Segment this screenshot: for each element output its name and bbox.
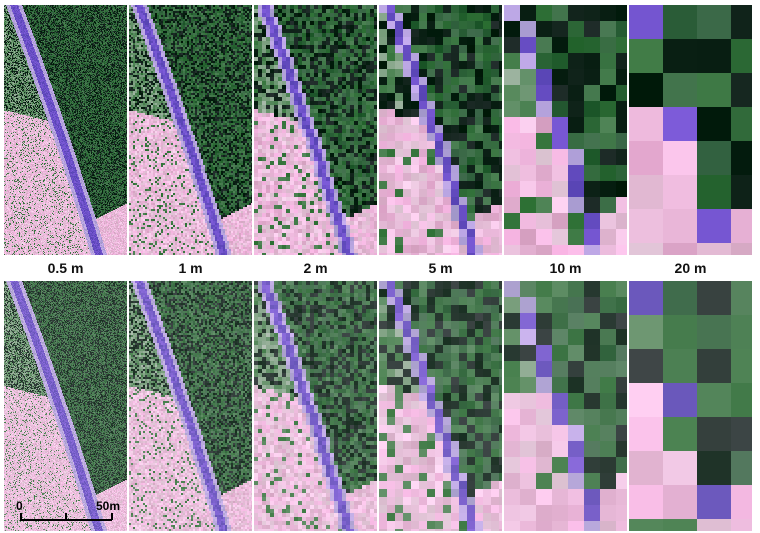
resolution-label-1m: 1 m xyxy=(178,260,203,276)
image-tile-bottom-5m xyxy=(379,281,502,531)
resolution-label-2m: 2 m xyxy=(303,260,328,276)
scale-bar-end-label: 50m xyxy=(96,499,121,513)
image-canvas xyxy=(504,281,627,531)
image-canvas xyxy=(4,5,127,255)
image-tile-top-0-5m xyxy=(4,5,127,255)
scale-bar-tick-mid xyxy=(65,513,67,520)
image-tile-top-20m xyxy=(629,5,752,255)
image-canvas xyxy=(4,281,127,531)
image-canvas xyxy=(129,5,252,255)
image-tile-top-5m xyxy=(379,5,502,255)
image-canvas xyxy=(504,5,627,255)
image-canvas xyxy=(629,281,752,531)
image-canvas xyxy=(254,5,377,255)
image-canvas xyxy=(254,281,377,531)
scale-bar-start-label: 0 xyxy=(16,499,23,513)
resolution-label-5m: 5 m xyxy=(428,260,453,276)
image-tile-top-10m xyxy=(504,5,627,255)
resolution-label-0-5m: 0.5 m xyxy=(47,260,84,276)
scale-bar-tick-start xyxy=(20,513,22,520)
image-tile-bottom-1m xyxy=(129,281,252,531)
image-tile-bottom-0-5m xyxy=(4,281,127,531)
resolution-label-10m: 10 m xyxy=(549,260,582,276)
image-tile-top-2m xyxy=(254,5,377,255)
image-tile-bottom-2m xyxy=(254,281,377,531)
resolution-label-20m: 20 m xyxy=(674,260,707,276)
scale-bar: 0 50m xyxy=(14,497,124,527)
image-tile-top-1m xyxy=(129,5,252,255)
image-canvas xyxy=(129,281,252,531)
scale-bar-tick-end xyxy=(111,513,113,520)
image-canvas xyxy=(379,281,502,531)
image-canvas xyxy=(629,5,752,255)
image-tile-bottom-20m xyxy=(629,281,752,531)
image-canvas xyxy=(379,5,502,255)
image-tile-bottom-10m xyxy=(504,281,627,531)
